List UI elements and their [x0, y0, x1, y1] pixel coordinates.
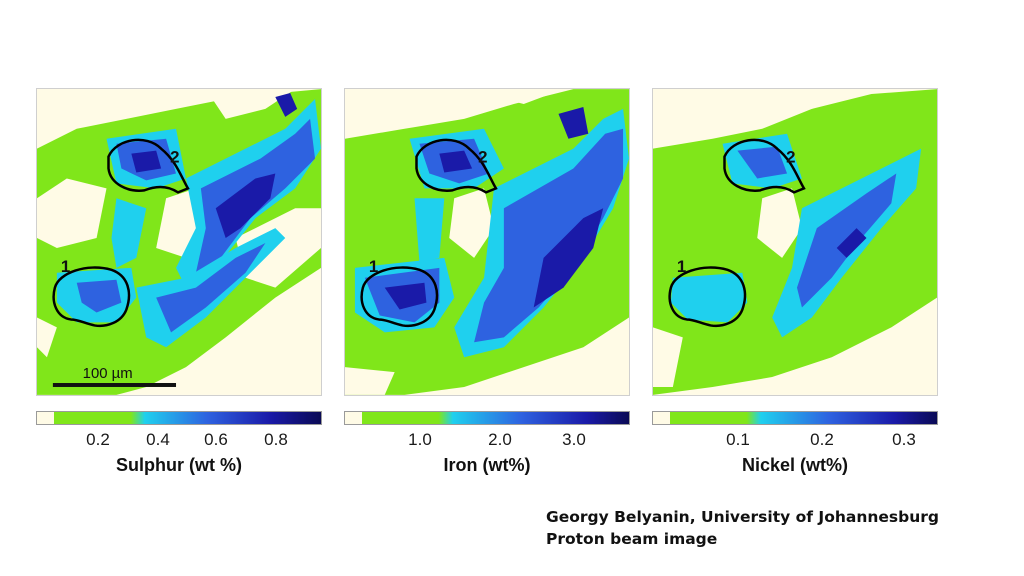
- nickel-colorbar: [652, 411, 938, 425]
- sulphur-label: Sulphur (wt %): [116, 455, 242, 475]
- sulphur-tick: 0.8: [264, 430, 288, 449]
- iron-tick: 1.0: [408, 430, 432, 449]
- iron-region-2-label: 2: [478, 148, 487, 167]
- iron-tick: 3.0: [562, 430, 586, 449]
- nickel-tick: 0.3: [892, 430, 916, 449]
- iron-ticks: 1.0 2.0 3.0: [344, 430, 630, 452]
- nickel-label: Nickel (wt%): [741, 455, 849, 475]
- sulphur-tick: 0.2: [86, 430, 110, 449]
- nickel-map-image: 2 1: [653, 89, 937, 395]
- nickel-map: 2 1: [652, 88, 938, 396]
- sulphur-map-image: 2 1 100 µm: [37, 89, 321, 395]
- iron-map-image: 2 1: [345, 89, 629, 395]
- iron-region-1-label: 1: [369, 257, 378, 276]
- nickel-tick: 0.1: [726, 430, 750, 449]
- iron-map: 2 1: [344, 88, 630, 396]
- iron-label: Iron (wt%): [443, 455, 531, 475]
- sulphur-ticks: 0.2 0.4 0.6 0.8: [36, 430, 322, 452]
- nickel-tick: 0.2: [810, 430, 834, 449]
- sulphur-colorbar: [36, 411, 322, 425]
- sulphur-tick: 0.6: [204, 430, 228, 449]
- sulphur-region-1-label: 1: [61, 257, 70, 276]
- nickel-ticks: 0.1 0.2 0.3: [652, 430, 938, 452]
- credit-line-2: Proton beam image: [546, 530, 718, 548]
- credit-line-1: Georgy Belyanin, University of Johannesb…: [546, 508, 940, 526]
- iron-tick: 2.0: [488, 430, 512, 449]
- sulphur-region-2-label: 2: [170, 148, 179, 167]
- nickel-region-1-label: 1: [677, 257, 686, 276]
- scale-bar: [52, 383, 177, 387]
- sulphur-tick: 0.4: [146, 430, 170, 449]
- nickel-region-2-label: 2: [786, 148, 795, 167]
- sulphur-map: 2 1 100 µm: [36, 88, 322, 396]
- iron-colorbar: [344, 411, 630, 425]
- scale-bar-label: 100 µm: [83, 366, 133, 382]
